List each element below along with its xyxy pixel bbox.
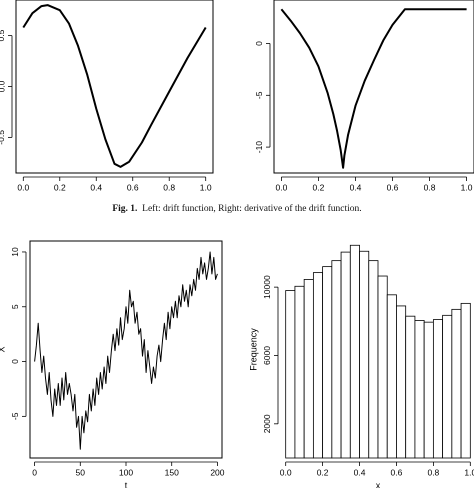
chart-4-bar — [303, 279, 314, 459]
chart-3-x-tick-label: 150 — [165, 467, 179, 477]
chart-3-y-tick-label: -5 — [10, 412, 20, 420]
chart-4-y-axis-title: Frequency — [248, 328, 258, 371]
chart-4-bar — [359, 250, 370, 459]
chart-3-x-tick-label: 100 — [119, 467, 133, 477]
chart-2-x-tick-label: 0.8 — [424, 182, 436, 192]
chart-4-x-tick-label: 0.8 — [427, 467, 439, 477]
chart-3-x-axis-title: t — [125, 480, 128, 488]
chart-1-y-tick-label: 0.0 — [0, 80, 6, 92]
chart-4-bar — [423, 321, 434, 459]
chart-4-bar — [396, 305, 407, 459]
chart-4-bar — [414, 320, 425, 459]
chart-3-y-tick-label: 10 — [10, 247, 20, 257]
chart-4-bar — [432, 319, 444, 459]
chart-1-y-tick-label: 0.5 — [0, 29, 6, 41]
chart-4-bar — [405, 315, 416, 459]
chart-4-bar — [285, 290, 296, 459]
chart-4-bar — [451, 308, 462, 459]
chart-4-bar — [368, 260, 379, 459]
chart-4-x-tick-label: 0.0 — [280, 467, 292, 477]
chart-4-y-tick-label: 2000 — [262, 414, 272, 433]
chart-4-y-tick-label: 6000 — [262, 346, 272, 365]
caption-text: Left: drift function, Right: derivative … — [142, 204, 362, 214]
chart-2-frame — [273, 0, 474, 174]
chart-1-x-tick-label: 0.8 — [163, 182, 175, 192]
chart-2-x-tick-label: 0.0 — [275, 182, 287, 192]
chart-4-x-axis-title: x — [376, 480, 381, 488]
chart-3-y-tick-label: 5 — [10, 304, 20, 309]
chart-4-x-tick-label: 1.0 — [464, 467, 474, 477]
chart-1-frame — [15, 0, 214, 174]
chart-4-x-tick-label: 0.6 — [391, 467, 403, 477]
chart-1-series-1-line — [22, 4, 207, 168]
chart-4-x-tick-label: 0.4 — [354, 467, 366, 477]
chart-4-bar — [340, 251, 351, 459]
chart-1-x-tick-label: 0.2 — [54, 182, 66, 192]
chart-4-bar — [442, 314, 453, 459]
chart-3-x-tick-label: 50 — [76, 467, 86, 477]
chart-4-bar — [294, 285, 305, 459]
chart-4-bar — [312, 272, 324, 459]
chart-4-bar — [322, 266, 333, 459]
chart-4-bar — [377, 275, 388, 459]
chart-3-x-tick-label: 0 — [32, 467, 37, 477]
chart-4-bar — [349, 244, 360, 459]
chart-1-x-tick-label: 0.0 — [17, 182, 29, 192]
chart-4-x-tick-label: 0.2 — [317, 467, 329, 477]
chart-3-x-tick-label: 200 — [210, 467, 224, 477]
caption-label: Fig. 1. — [112, 204, 138, 214]
chart-4-bar — [460, 302, 471, 459]
chart-2-x-tick-label: 0.4 — [350, 182, 362, 192]
chart-3-y-tick-label: 0 — [10, 359, 20, 364]
chart-3-y-axis-title: X — [0, 346, 6, 352]
chart-3-series-1-line — [34, 251, 218, 450]
chart-2-series-1-line — [280, 8, 467, 169]
figure-caption: Fig. 1. Left: drift function, Right: der… — [0, 204, 474, 214]
chart-2-y-tick-label: 0 — [254, 41, 264, 46]
chart-2-y-tick-label: -5 — [254, 91, 264, 99]
chart-2-x-tick-label: 1.0 — [461, 182, 473, 192]
chart-4-y-tick-label: 10000 — [262, 275, 272, 299]
chart-1-x-tick-label: 1.0 — [200, 182, 212, 192]
chart-1-y-tick-label: -0.5 — [0, 130, 6, 145]
chart-1-x-tick-label: 0.6 — [127, 182, 139, 192]
chart-4-bar — [331, 260, 342, 459]
chart-1-x-tick-label: 0.4 — [90, 182, 102, 192]
chart-2-x-tick-label: 0.6 — [387, 182, 399, 192]
chart-4-bar — [386, 294, 397, 459]
chart-2-y-tick-label: -10 — [254, 141, 264, 154]
chart-2-x-tick-label: 0.2 — [313, 182, 325, 192]
chart-3-frame — [29, 240, 223, 459]
